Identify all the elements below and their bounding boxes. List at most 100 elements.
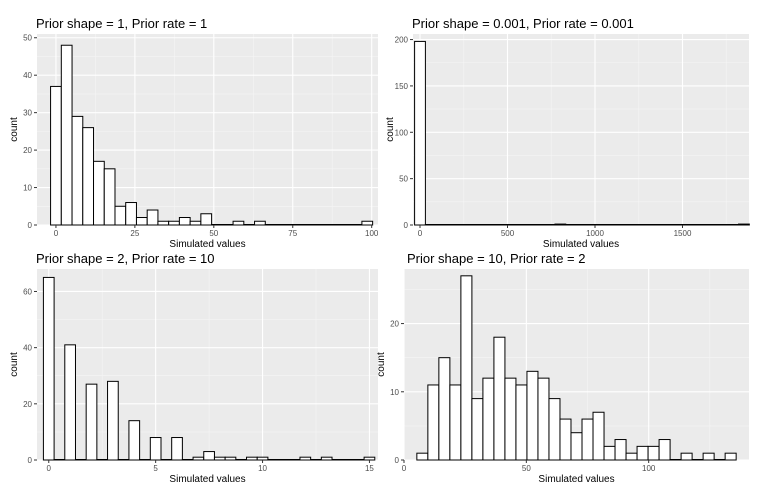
histogram-bar — [278, 459, 290, 461]
y-tick-label: 60 — [23, 287, 32, 296]
histogram-bar — [586, 224, 599, 226]
histogram-bar — [603, 445, 616, 461]
y-tick-label: 30 — [23, 109, 32, 118]
histogram-bar — [636, 445, 649, 461]
histogram-bar — [559, 418, 572, 461]
histogram-bar — [224, 456, 237, 461]
y-axis-label: count — [9, 117, 20, 142]
x-axis-label: Simulated values — [169, 474, 245, 485]
histogram-bar — [738, 223, 750, 226]
x-tick-label: 50 — [522, 464, 531, 473]
histogram-bar — [203, 451, 215, 461]
histogram-bar — [702, 452, 715, 461]
histogram-bar — [171, 437, 183, 461]
histogram-bar — [694, 224, 707, 226]
y-tick-label: 150 — [395, 82, 409, 91]
histogram-bar — [192, 456, 205, 461]
histogram-bar — [511, 224, 524, 226]
histogram-bar — [157, 220, 170, 226]
histogram-bar — [160, 459, 173, 461]
histogram-bar — [526, 370, 539, 461]
histogram-bar — [93, 160, 105, 226]
histogram-bar — [361, 220, 374, 226]
y-tick-label: 20 — [23, 146, 32, 155]
histogram-bar — [543, 224, 556, 226]
histogram-bar — [705, 224, 718, 226]
histogram-bar — [504, 377, 517, 461]
histogram-bar — [647, 445, 660, 461]
histogram-bar — [669, 459, 682, 461]
histogram-bar — [691, 459, 704, 461]
x-tick-label: 500 — [501, 229, 515, 238]
y-tick-label: 50 — [399, 175, 408, 184]
y-tick-label: 10 — [390, 388, 399, 397]
histogram-bar — [82, 127, 95, 226]
histogram-bar — [96, 459, 109, 461]
histogram-bar — [146, 209, 159, 226]
histogram-bar — [329, 224, 341, 226]
histogram-bar — [727, 224, 740, 226]
histogram-bar — [235, 459, 248, 461]
histogram-bar — [318, 224, 331, 226]
histogram-bar — [460, 275, 473, 461]
y-tick-label: 40 — [23, 344, 32, 353]
y-tick-label: 20 — [23, 400, 32, 409]
x-axis-label: Simulated values — [538, 474, 614, 485]
histogram-bar — [614, 439, 627, 461]
x-axis-label: Simulated values — [543, 239, 619, 250]
y-tick-label: 50 — [23, 34, 32, 43]
histogram-bar — [107, 380, 119, 461]
histogram-bar — [60, 44, 73, 226]
histogram-bar — [565, 224, 578, 226]
histogram-bar — [310, 459, 322, 461]
panel-title: Prior shape = 0.001, Prior rate = 0.001 — [412, 16, 634, 31]
x-axis-label: Simulated values — [169, 239, 245, 250]
histogram-bar — [135, 217, 148, 226]
panel-background — [413, 34, 749, 225]
x-tick-label: 100 — [365, 229, 379, 238]
histogram-bar — [53, 459, 66, 461]
histogram-bar — [267, 459, 280, 461]
x-tick-label: 75 — [288, 229, 297, 238]
histogram-bar — [288, 459, 301, 461]
histogram-bar — [342, 459, 354, 461]
histogram-bar — [500, 224, 513, 226]
histogram-bar — [363, 456, 376, 461]
histogram-bar — [117, 459, 130, 461]
histogram-bar — [640, 224, 653, 226]
panel-4: 0 50 100 0 10 20 Prior shape = 10, Prior rate … — [376, 251, 749, 485]
histogram-bar — [468, 224, 480, 226]
histogram-bar — [684, 224, 696, 226]
y-tick-label: 40 — [23, 71, 32, 80]
histogram-bar — [246, 456, 258, 461]
histogram-bar — [189, 220, 202, 226]
histogram-bar — [592, 411, 605, 461]
x-tick-label: 0 — [47, 464, 52, 473]
histogram-bar — [438, 357, 451, 461]
histogram-bar — [493, 336, 506, 461]
histogram-bar — [515, 384, 528, 461]
x-tick-label: 100 — [642, 464, 656, 473]
histogram-bar — [662, 224, 675, 226]
histogram-bar — [168, 220, 180, 226]
histogram-bar — [597, 224, 610, 226]
x-tick-label: 25 — [130, 229, 139, 238]
x-tick-label: 10 — [258, 464, 267, 473]
histogram-bar — [537, 377, 550, 461]
histogram-bar — [427, 384, 440, 461]
x-tick-label: 0 — [54, 229, 59, 238]
histogram-bar — [435, 224, 448, 226]
histogram-bar — [478, 224, 491, 226]
histogram-bar — [352, 459, 365, 461]
histogram-bar — [264, 224, 277, 226]
histogram-bar — [570, 432, 583, 461]
histogram-bar — [619, 224, 632, 226]
histogram-bar — [548, 398, 561, 461]
histogram-bar — [724, 452, 737, 461]
histogram-bar — [522, 224, 534, 226]
panel-3: 0 5 10 15 0 20 40 60 Prior shape = 2, Prior rate… — [9, 251, 378, 485]
histogram-bar — [331, 459, 344, 461]
x-tick-label: 0 — [418, 229, 423, 238]
histogram-bar — [489, 224, 502, 226]
